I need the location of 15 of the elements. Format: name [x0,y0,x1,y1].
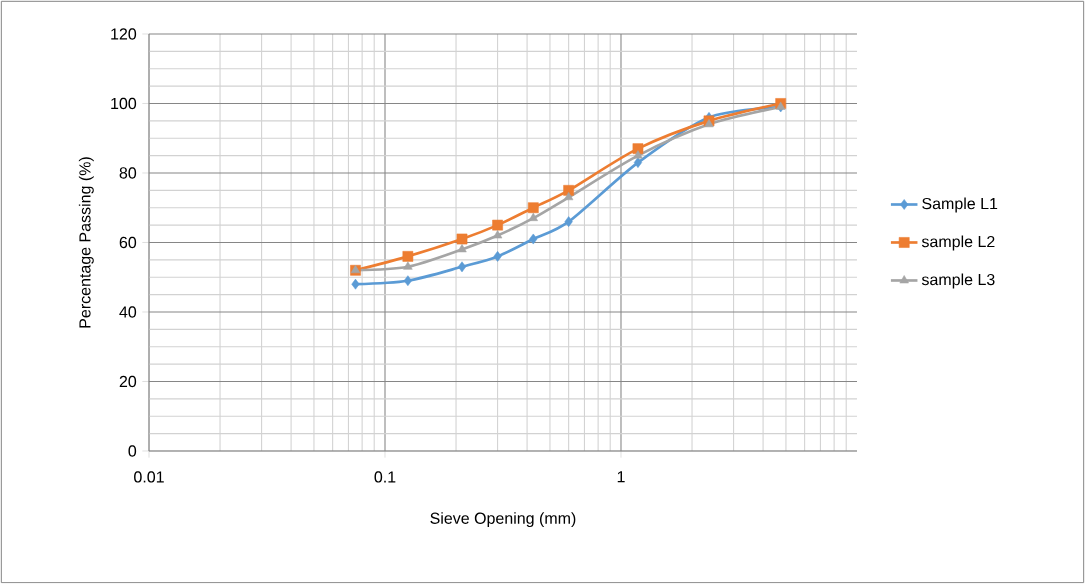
y-tick-label: 60 [119,236,137,249]
x-axis-title: Sieve Opening (mm) [430,512,576,528]
x-tick-label: 1 [617,471,625,483]
legend-label: Sample L1 [922,197,998,213]
legend-label: sample L2 [921,235,995,251]
y-tick-label: 40 [119,306,137,318]
legend-label: sample L3 [921,273,995,289]
y-tick-label: 120 [111,28,137,40]
y-tick-label: 20 [119,375,137,388]
y-tick-label: 100 [111,97,137,110]
y-tick-label: 0 [128,445,137,457]
x-tick-label: 0.01 [134,471,164,483]
x-tick-label: 0.1 [374,471,396,483]
y-tick-label: 80 [119,167,137,179]
y-axis-title: Percentage Passing (%) [78,157,94,328]
